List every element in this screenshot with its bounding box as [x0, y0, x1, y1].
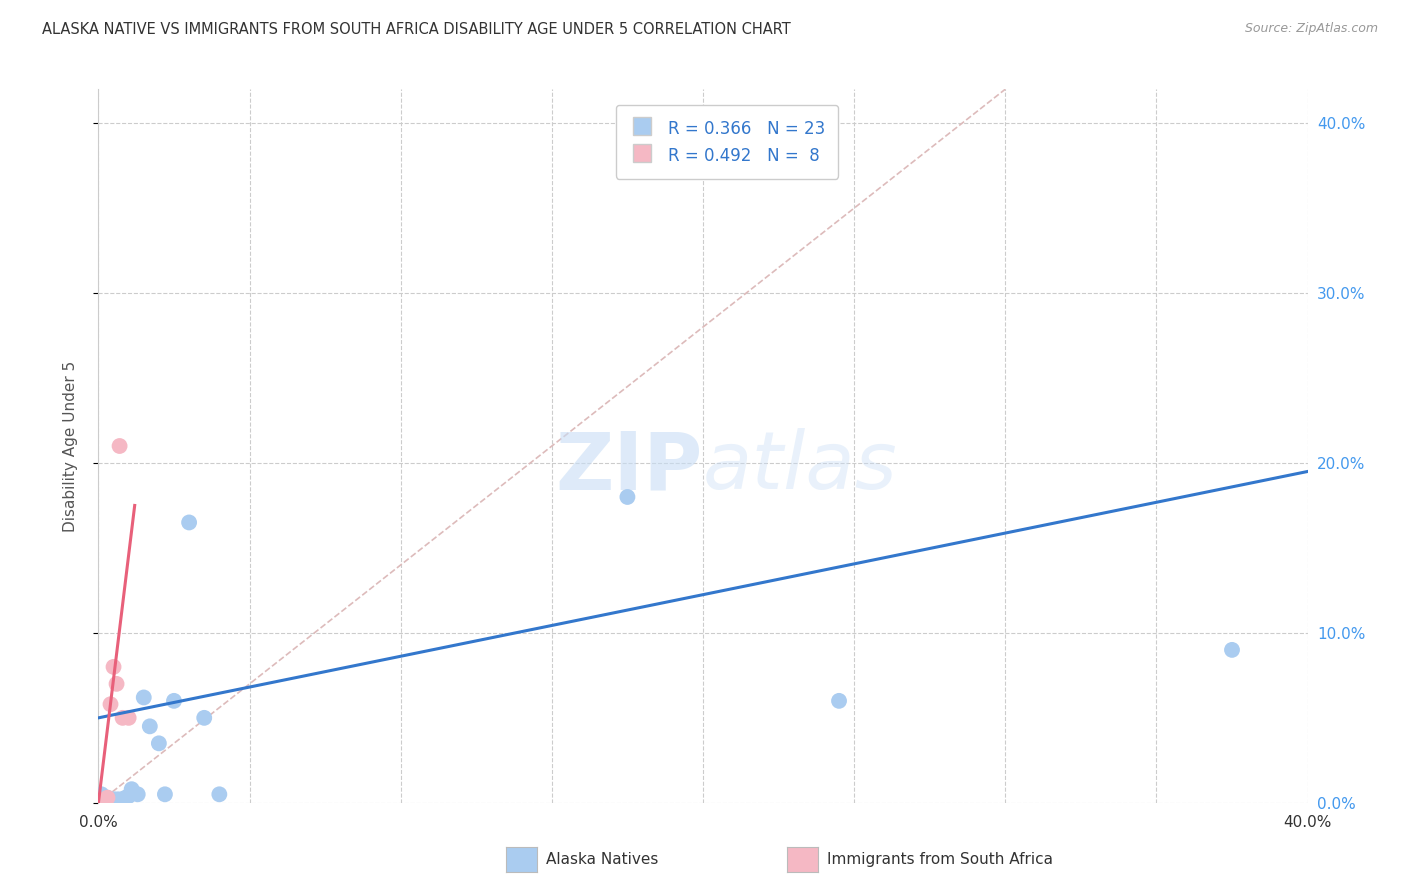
Point [103, 660, 125, 674]
Text: Immigrants from South Africa: Immigrants from South Africa [827, 853, 1053, 867]
Text: ALASKA NATIVE VS IMMIGRANTS FROM SOUTH AFRICA DISABILITY AGE UNDER 5 CORRELATION: ALASKA NATIVE VS IMMIGRANTS FROM SOUTH A… [42, 22, 792, 37]
Point [163, 694, 186, 708]
Point [132, 690, 155, 705]
Point [179, 516, 201, 530]
Point [208, 787, 231, 801]
Point [148, 736, 170, 750]
Point [108, 439, 131, 453]
Point [105, 677, 128, 691]
Point [153, 787, 176, 801]
Point [616, 490, 638, 504]
Point [111, 711, 134, 725]
Point [93, 792, 115, 806]
Point [105, 792, 128, 806]
Point [111, 792, 134, 806]
Point [139, 719, 162, 733]
Text: Source: ZipAtlas.com: Source: ZipAtlas.com [1244, 22, 1378, 36]
Point [114, 790, 136, 805]
Text: ZIP: ZIP [555, 428, 703, 507]
Text: Alaska Natives: Alaska Natives [546, 853, 658, 867]
Point [103, 792, 125, 806]
Y-axis label: Disability Age Under 5: Disability Age Under 5 [63, 360, 77, 532]
Point [108, 792, 131, 806]
Text: atlas: atlas [703, 428, 898, 507]
Point [118, 711, 141, 725]
Point [96, 790, 118, 805]
Point [93, 792, 115, 806]
Point [90, 787, 112, 801]
Point [96, 790, 118, 805]
Point [193, 711, 215, 725]
Point [100, 698, 122, 712]
Point [121, 782, 143, 797]
Point [118, 789, 141, 803]
Legend: R = 0.366   N = 23, R = 0.492   N =  8: R = 0.366 N = 23, R = 0.492 N = 8 [616, 104, 838, 178]
Point [127, 787, 149, 801]
Point [100, 794, 122, 808]
Point [1220, 643, 1243, 657]
Point [828, 694, 851, 708]
